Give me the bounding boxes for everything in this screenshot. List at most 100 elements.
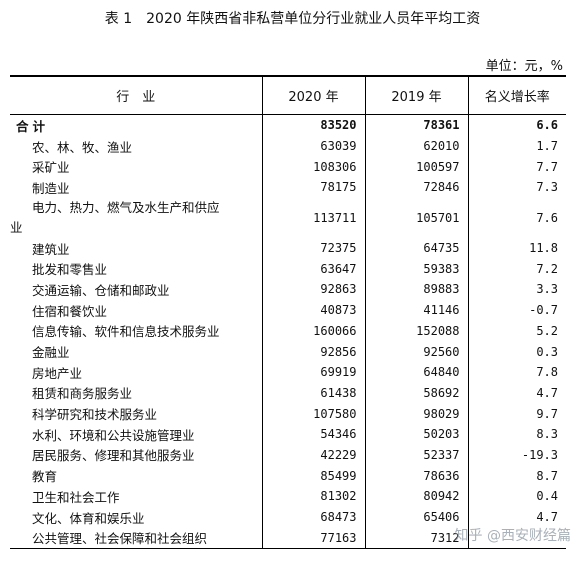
growth-rate: 8.7 <box>467 465 566 486</box>
total-label: 合计 <box>16 118 50 134</box>
industry-name: 信息传输、软件和信息技术服务业 <box>32 324 220 340</box>
table-row: 采矿业 108306 100597 7.7 <box>10 156 566 178</box>
table-row: 居民服务、修理和其他服务业 42229 52337 -19.3 <box>10 444 566 466</box>
growth-rate: -19.3 <box>467 444 566 466</box>
table-row: 农、林、牧、渔业 63039 62010 1.7 <box>10 135 566 157</box>
industry-name: 电力、热力、燃气及水生产和供应 业 <box>10 198 262 238</box>
industry-name: 采矿业 <box>32 160 70 176</box>
growth-rate: 4.7 <box>467 506 566 528</box>
industry-name: 科学研究和技术服务业 <box>32 407 158 423</box>
wage-2019: 58692 <box>364 382 468 404</box>
growth-rate: 7.8 <box>467 361 566 383</box>
wage-2019: 98029 <box>364 403 468 424</box>
wage-2019: 65406 <box>364 506 468 528</box>
wage-2020: 92856 <box>261 341 365 362</box>
wage-2020: 77163 <box>261 527 365 550</box>
industry-name: 教育 <box>32 469 58 485</box>
growth-rate: 9.7 <box>467 403 566 424</box>
wage-2019: 80942 <box>364 486 468 507</box>
wage-2020: 69919 <box>261 361 365 383</box>
wage-2020: 40873 <box>261 299 365 321</box>
industry-name: 批发和零售业 <box>32 262 108 278</box>
total-growth: 6.6 <box>467 114 566 136</box>
wage-2019: 78636 <box>364 465 468 486</box>
table-row: 交通运输、仓储和邮政业 92863 89883 3.3 <box>10 279 566 300</box>
table-title: 表 1 2020 年陕西省非私营单位分行业就业人员年平均工资 <box>104 11 481 27</box>
table-row: 教育 85499 78636 8.7 <box>10 465 566 486</box>
industry-name: 农、林、牧、渔业 <box>32 139 133 155</box>
header-row: 行 业 2020 年 2019 年 名义增长率 <box>10 75 566 115</box>
wage-2019: 50203 <box>364 423 468 445</box>
wage-2020: 54346 <box>261 423 365 445</box>
growth-rate: 3.3 <box>467 279 566 300</box>
wage-2019: 64735 <box>364 237 468 259</box>
growth-rate: 5.2 <box>467 320 566 342</box>
header-2020: 2020 年 <box>261 75 365 115</box>
table-row: 水利、环境和公共设施管理业 54346 50203 8.3 <box>10 423 566 445</box>
industry-name: 水利、环境和公共设施管理业 <box>32 427 195 443</box>
wage-2019: 92560 <box>364 341 468 362</box>
wage-2020: 85499 <box>261 465 365 486</box>
wage-2019: 72846 <box>364 177 468 198</box>
wage-2019: 100597 <box>364 156 468 178</box>
growth-rate: 7.6 <box>467 197 566 238</box>
header-industry: 行 业 <box>10 75 262 115</box>
growth-rate <box>467 527 566 550</box>
table-row: 科学研究和技术服务业 107580 98029 9.7 <box>10 403 566 424</box>
wage-2019: 52337 <box>364 444 468 466</box>
wage-2020: 61438 <box>261 382 365 404</box>
wage-2019: 152088 <box>364 320 468 342</box>
growth-rate: -0.7 <box>467 299 566 321</box>
wage-2020: 160066 <box>261 320 365 342</box>
industry-name-line2: 业 <box>10 219 23 235</box>
wage-2019: 64840 <box>364 361 468 383</box>
growth-rate: 8.3 <box>467 423 566 445</box>
growth-rate: 7.2 <box>467 258 566 280</box>
table-row: 电力、热力、燃气及水生产和供应 业 113711 105701 7.6 <box>10 197 566 238</box>
growth-rate: 0.4 <box>467 486 566 507</box>
growth-rate: 7.3 <box>467 177 566 198</box>
growth-rate: 1.7 <box>467 135 566 157</box>
header-growth: 名义增长率 <box>467 75 566 115</box>
industry-name: 房地产业 <box>32 365 83 381</box>
total-2020: 83520 <box>261 114 365 136</box>
wage-2020: 107580 <box>261 403 365 424</box>
wage-2019: 41146 <box>364 299 468 321</box>
industry-name: 制造业 <box>32 180 70 196</box>
growth-rate: 4.7 <box>467 382 566 404</box>
wage-2020: 42229 <box>261 444 365 466</box>
growth-rate: 11.8 <box>467 237 566 259</box>
industry-name: 文化、体育和娱乐业 <box>32 510 145 526</box>
table-row: 租赁和商务服务业 61438 58692 4.7 <box>10 382 566 404</box>
wage-2020: 63039 <box>261 135 365 157</box>
wage-2019: 105701 <box>364 197 468 238</box>
header-2019: 2019 年 <box>364 75 468 115</box>
table-row: 住宿和餐饮业 40873 41146 -0.7 <box>10 299 566 321</box>
wage-2020: 108306 <box>261 156 365 178</box>
unit-note: 单位：元，% <box>485 59 563 74</box>
total-row: 合计 83520 78361 6.6 <box>10 114 566 136</box>
industry-name: 住宿和餐饮业 <box>32 303 108 319</box>
table-row: 文化、体育和娱乐业 68473 65406 4.7 <box>10 506 566 528</box>
wage-2019: 59383 <box>364 258 468 280</box>
industry-name: 卫生和社会工作 <box>32 489 120 505</box>
wage-2020: 72375 <box>261 237 365 259</box>
wage-2020: 68473 <box>261 506 365 528</box>
wage-2020: 63647 <box>261 258 365 280</box>
wage-2020: 81302 <box>261 486 365 507</box>
growth-rate: 7.7 <box>467 156 566 178</box>
industry-name: 金融业 <box>32 345 70 361</box>
wage-2019: 7312 <box>364 527 468 550</box>
table-row: 制造业 78175 72846 7.3 <box>10 177 566 198</box>
table-row: 建筑业 72375 64735 11.8 <box>10 237 566 259</box>
growth-rate: 0.3 <box>467 341 566 362</box>
wage-2020: 78175 <box>261 177 365 198</box>
table-row: 信息传输、软件和信息技术服务业 160066 152088 5.2 <box>10 320 566 342</box>
industry-name: 交通运输、仓储和邮政业 <box>32 282 170 298</box>
industry-name: 公共管理、社会保障和社会组织 <box>10 527 262 550</box>
table-row: 批发和零售业 63647 59383 7.2 <box>10 258 566 280</box>
industry-name: 建筑业 <box>32 241 70 257</box>
industry-name: 租赁和商务服务业 <box>32 386 133 402</box>
table-row: 公共管理、社会保障和社会组织 77163 7312 <box>10 527 566 550</box>
wage-2019: 62010 <box>364 135 468 157</box>
